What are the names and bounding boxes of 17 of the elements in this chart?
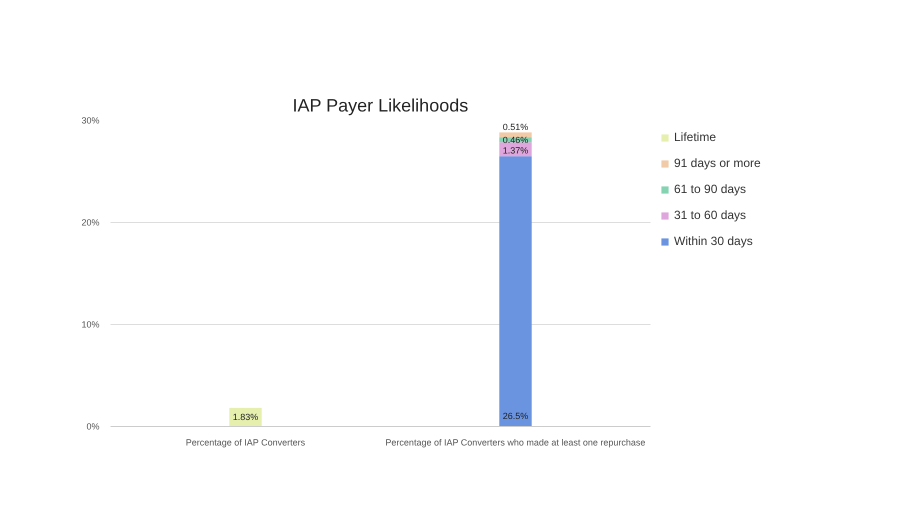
data-label: 0.51% [502,122,528,132]
x-tick-label: Percentage of IAP Converters [186,438,306,448]
chart-title: IAP Payer Likelihoods [292,96,468,116]
legend-label: 31 to 60 days [674,208,746,222]
y-tick-label: 30% [81,116,100,126]
data-label: 26.5% [502,410,528,421]
data-label: 1.37% [502,146,528,156]
x-tick-label: Percentage of IAP Converters who made at least one repurchase [385,438,646,448]
y-tick-label: 10% [81,320,100,330]
y-tick-label: 0% [86,422,100,432]
data-label: 1.83% [232,412,258,422]
legend-label: 61 to 90 days [674,182,746,196]
data-label: 0.46% [502,134,528,145]
legend-label: 91 days or more [674,156,761,170]
legend-label: Within 30 days [674,234,753,248]
legend-label: Lifetime [674,130,716,144]
y-tick-label: 20% [81,218,100,228]
